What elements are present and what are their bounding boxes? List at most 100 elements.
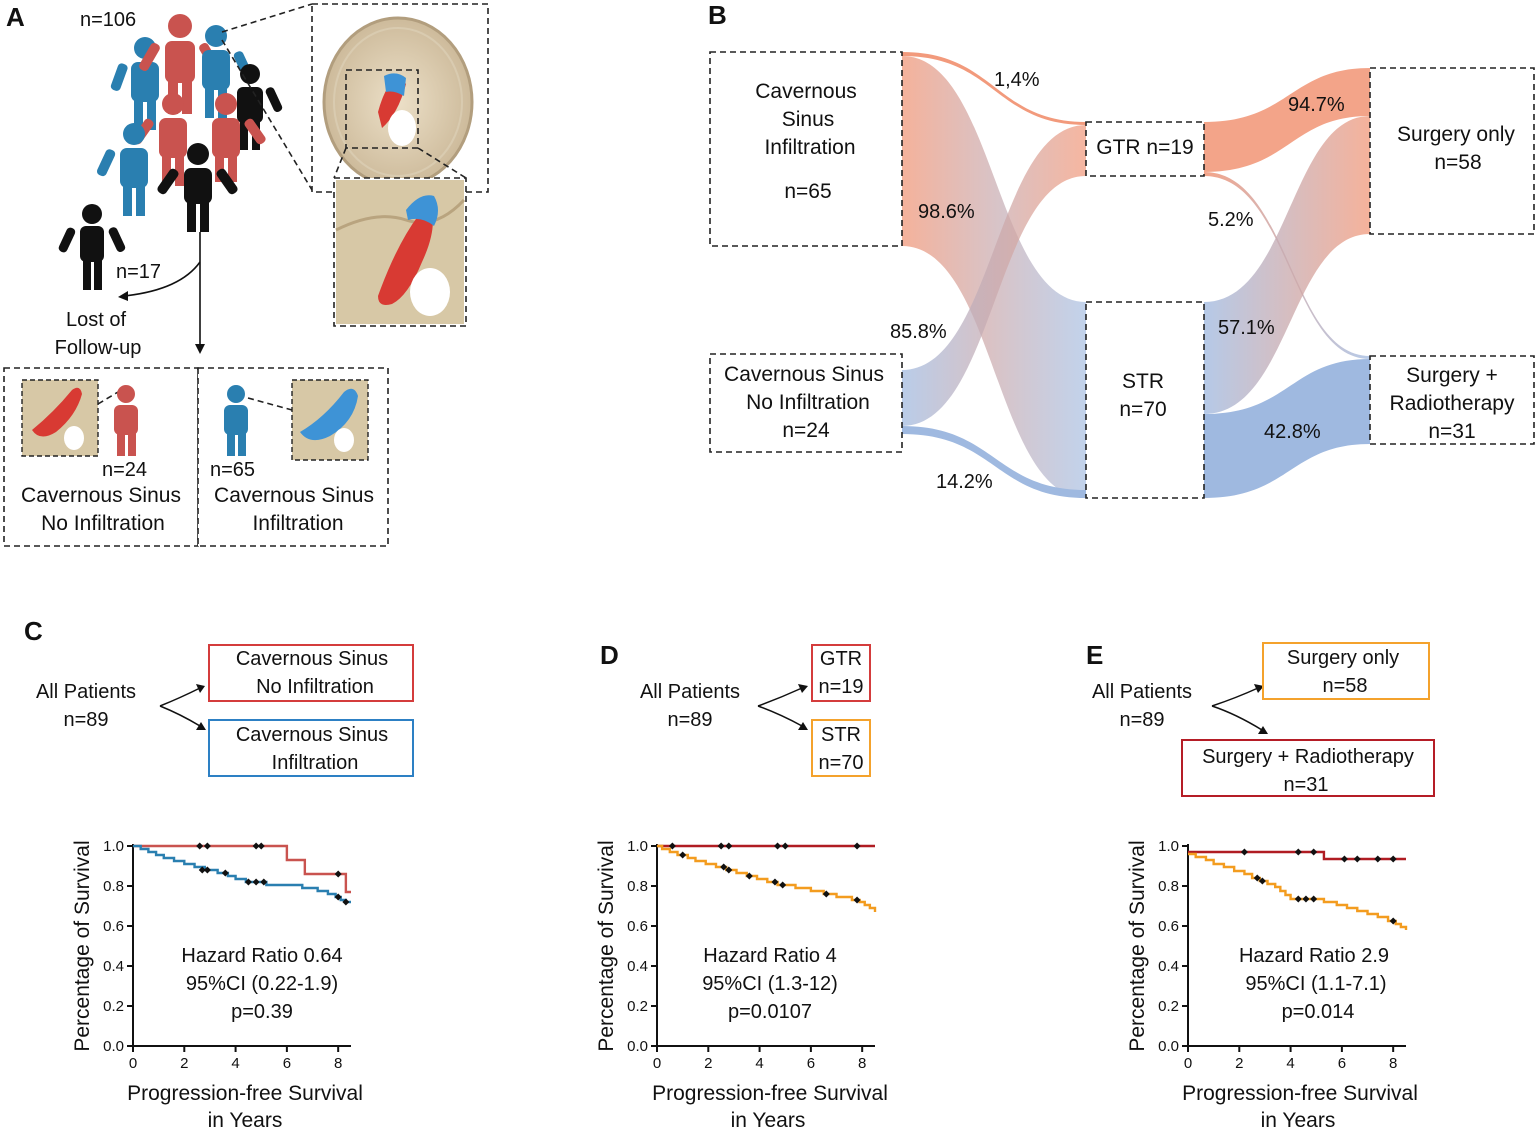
arrow-head	[798, 722, 808, 730]
x-tick-label: 6	[807, 1055, 815, 1072]
x-tick-label: 2	[704, 1055, 712, 1072]
y-tick-label: 0.4	[627, 958, 648, 975]
chart-d-ylabel: Percentage of Survival	[595, 840, 618, 1051]
legend-box-gtr	[811, 644, 871, 702]
tree-arrow	[757, 687, 803, 707]
flow-label-noinf-str: 14.2%	[936, 471, 993, 493]
chart-e-stat-line2: 95%CI (1.1-7.1)	[1245, 973, 1386, 995]
legend-box-str	[811, 719, 871, 777]
km-curve-str	[657, 844, 877, 912]
x-tick-label: 6	[283, 1055, 291, 1072]
panel-e-root-line1: All Patients	[1092, 681, 1192, 703]
node-surgery-rt	[1369, 355, 1535, 445]
panel-d-box2-line2: n=70	[818, 752, 863, 774]
x-tick-label: 0	[1184, 1055, 1192, 1072]
censor-mark	[745, 872, 753, 880]
censor-mark	[1258, 877, 1266, 885]
censor-mark	[822, 890, 830, 898]
node-surgery-only	[1369, 67, 1535, 235]
censor-mark	[196, 842, 204, 850]
panel-e-root-line2: n=89	[1119, 709, 1164, 731]
panel-c-letter: C	[24, 616, 43, 646]
node-str-line1: STR	[1122, 370, 1164, 393]
x-tick-label: 0	[129, 1055, 137, 1072]
x-tick-label: 0	[653, 1055, 661, 1072]
panel-d-box2-line1: STR	[821, 724, 861, 746]
zoom-line	[221, 3, 313, 33]
censor-mark	[771, 878, 779, 886]
x-tick-label: 4	[1286, 1055, 1294, 1072]
zoom-region-box	[345, 69, 419, 149]
panel-c-box2-line2: Infiltration	[272, 752, 359, 774]
x-tick-label: 2	[1235, 1055, 1243, 1072]
blue-tumor-thumbnail	[291, 379, 369, 461]
node-str-line2: n=70	[1119, 398, 1166, 421]
panel-b: B Cavernous Sinus Infiltration n=65	[708, 0, 1535, 499]
arrow-head	[118, 291, 128, 301]
panel-c-box1-line2: No Infiltration	[256, 676, 374, 698]
censor-mark	[717, 842, 725, 850]
arrow-head	[196, 684, 205, 693]
censor-mark	[1340, 855, 1348, 863]
zoom-line	[221, 39, 313, 191]
censor-mark	[334, 870, 342, 878]
node-surgery-only-line1: Surgery only	[1397, 123, 1515, 146]
censor-mark	[1253, 874, 1261, 882]
panel-e-box2-line1: Surgery + Radiotherapy	[1202, 746, 1414, 768]
total-n-label: n=106	[80, 9, 136, 31]
censor-mark	[244, 878, 252, 886]
censor-mark	[252, 842, 260, 850]
skull-base-image	[322, 16, 474, 188]
chart-e-stat-line1: Hazard Ratio 2.9	[1239, 945, 1389, 967]
flow-label-gtr-rt: 5.2%	[1208, 209, 1254, 231]
panel-b-letter: B	[708, 0, 727, 30]
node-cs-inf-line3: Infiltration	[764, 136, 855, 159]
node-cs-inf-line2: Sinus	[782, 108, 835, 131]
chart-e-xlabel-line2: in Years	[1261, 1109, 1336, 1130]
panel-a: A n=106	[3, 2, 489, 547]
legend-box-infiltration	[208, 719, 414, 777]
y-tick-label: 0.8	[103, 878, 124, 895]
y-tick-label: 0.0	[627, 1038, 648, 1055]
y-tick-label: 1.0	[627, 838, 648, 855]
censor-mark	[221, 869, 229, 877]
censor-mark	[260, 878, 268, 886]
panel-e: E All Patients n=89 Surgery only n=58 Su…	[1086, 640, 1435, 1130]
zoomed-tumor-image	[335, 180, 466, 324]
y-tick-label: 0.6	[1158, 918, 1179, 935]
panel-d-box1-line2: n=19	[818, 676, 863, 698]
censor-mark	[779, 881, 787, 889]
censor-mark	[774, 842, 782, 850]
censor-mark	[1294, 848, 1302, 856]
x-tick-label: 8	[334, 1055, 342, 1072]
arrow-head	[1254, 684, 1264, 693]
node-surgery-rt-line3: n=31	[1428, 420, 1475, 443]
infiltration-n: n=65	[210, 459, 255, 481]
censor-mark	[781, 842, 789, 850]
node-surgery-rt-line1: Surgery +	[1406, 364, 1498, 387]
flow-noinf-str	[902, 426, 1086, 498]
flow-label-inf-str: 98.6%	[918, 201, 975, 223]
panel-c-root-line1: All Patients	[36, 681, 136, 703]
panel-a-letter: A	[6, 2, 25, 32]
chart-c-stat-line2: 95%CI (0.22-1.9)	[186, 973, 338, 995]
censor-mark	[725, 866, 733, 874]
x-tick-label: 2	[180, 1055, 188, 1072]
flow-label-inf-gtr: 1,4%	[994, 69, 1040, 91]
flow-label-str-rt: 42.8%	[1264, 421, 1321, 443]
chart-c-stat-line3: p=0.39	[231, 1001, 293, 1023]
censor-mark	[1302, 895, 1310, 903]
tree-arrow	[1211, 687, 1259, 707]
no-infiltration-line2: No Infiltration	[41, 512, 165, 535]
censor-mark	[1389, 855, 1397, 863]
node-cs-noinf-line1: Cavernous Sinus	[724, 363, 884, 386]
arrow-head	[1258, 726, 1268, 734]
censor-mark	[679, 851, 687, 859]
blue-patient-icon	[224, 385, 248, 456]
chart-e-xlabel-line1: Progression-free Survival	[1182, 1082, 1418, 1105]
node-cs-inf-n: n=65	[784, 180, 831, 203]
censor-mark	[198, 866, 206, 874]
arrow-head	[798, 684, 808, 693]
chart-e-stat-line3: p=0.014	[1282, 1001, 1355, 1023]
censor-mark	[334, 893, 342, 901]
